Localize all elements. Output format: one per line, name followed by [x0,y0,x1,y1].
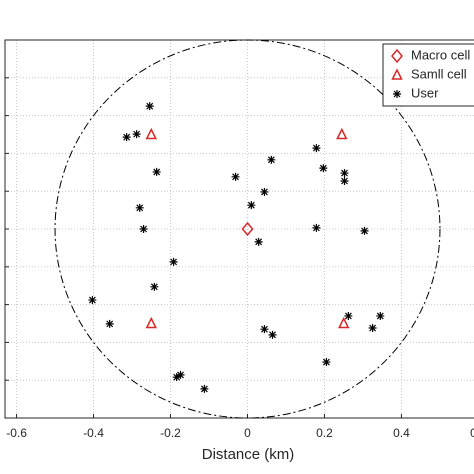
small-cell-marker [338,316,350,329]
user-marker [322,358,331,367]
user-marker [376,311,385,320]
user-marker [344,311,353,320]
user-marker [105,319,114,328]
user-marker [368,324,377,333]
x-tick-label: 0 [244,426,251,440]
user-marker [267,155,276,164]
user-marker [340,169,349,178]
legend-marker [391,68,403,80]
user-marker [200,384,209,393]
user-marker [145,102,154,111]
user-marker [231,172,240,181]
user-marker [176,370,185,379]
user-marker [268,330,277,339]
user-marker [172,373,181,382]
macro-cell-marker [241,221,254,237]
x-tick-label: -0.2 [160,426,181,440]
small-cell-marker [145,127,157,140]
legend-label: Samll cell [411,66,467,81]
user-marker [122,133,131,142]
user-marker [340,176,349,185]
user-marker [169,257,178,266]
user-marker [152,167,161,176]
legend-label: User [411,85,439,100]
small-cell-marker [145,316,157,329]
legend-marker [391,48,403,64]
user-marker [312,144,321,153]
legend-label: Macro cell [411,47,470,62]
user-marker [150,282,159,291]
user-marker [260,187,269,196]
user-marker [254,237,263,246]
user-marker [139,225,148,233]
user-marker [360,226,369,235]
user-marker [247,201,256,210]
user-marker [135,203,144,212]
user-marker [88,296,97,305]
x-tick-label: -0.6 [6,426,27,440]
coverage-boundary [54,39,441,419]
legend-marker [393,90,401,98]
user-marker [312,223,321,232]
x-tick-label: 0.2 [316,426,333,440]
user-marker [132,130,141,139]
x-tick-label: 0.6 [470,426,474,440]
small-cell-marker [336,127,348,140]
x-axis-label: Distance (km) [202,446,295,463]
user-marker [260,325,269,334]
x-tick-label: -0.4 [83,426,104,440]
x-tick-label: 0.4 [393,426,410,440]
user-marker [319,164,328,173]
